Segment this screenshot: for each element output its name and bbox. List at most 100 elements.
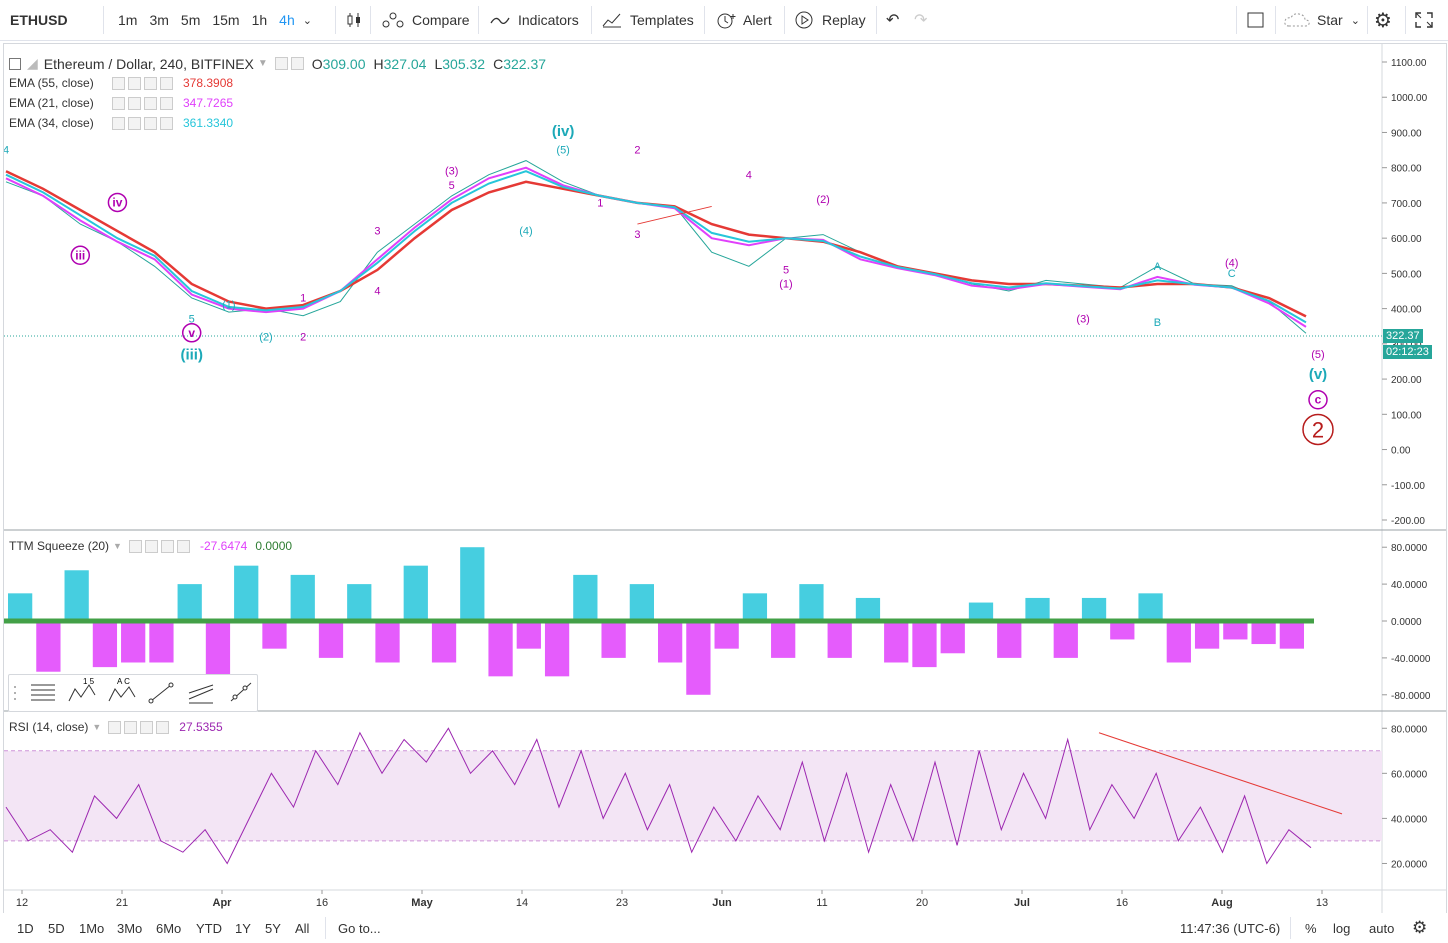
gear-icon[interactable] [290, 57, 304, 70]
range-ytd[interactable]: YTD [196, 913, 222, 943]
log-toggle[interactable]: log [1333, 913, 1350, 943]
interval-dropdown-icon[interactable]: ⌄ [302, 14, 312, 27]
squeeze-value: -27.6474 [199, 539, 248, 553]
squeeze-bar [516, 621, 541, 649]
squeeze-bar [318, 621, 344, 658]
close-icon[interactable] [160, 116, 173, 130]
close-icon[interactable] [160, 76, 173, 90]
compare-button[interactable]: Compare [381, 0, 470, 40]
eye-icon[interactable] [112, 76, 125, 90]
eye-icon[interactable] [112, 96, 125, 110]
plus-icon[interactable] [144, 96, 157, 110]
chart-settings-button[interactable]: ⚙ [1412, 913, 1427, 943]
y-tick-label: 500.00 [1391, 269, 1422, 280]
wave-label: iv [112, 195, 122, 209]
gear-icon[interactable] [128, 116, 141, 130]
x-tick-label: 16 [1116, 897, 1128, 909]
replay-button[interactable]: Replay [794, 0, 866, 40]
squeeze-bar [177, 584, 202, 621]
settings-button[interactable]: ⚙ [1374, 0, 1392, 40]
fullscreen-button[interactable] [1414, 0, 1434, 40]
chart-svg[interactable]: 1100.001000.00900.00800.00700.00600.0050… [3, 44, 1446, 915]
range-5d[interactable]: 5D [48, 913, 65, 943]
goto-button[interactable]: Go to... [338, 913, 381, 943]
plus-icon[interactable] [160, 539, 174, 553]
rsi-legend: RSI (14, close) ▼ 27.5355 [9, 720, 223, 734]
squeeze-bar [1081, 597, 1107, 621]
range-6mo[interactable]: 6Mo [156, 913, 181, 943]
symbol-search[interactable]: ETHUSD [10, 0, 100, 40]
interval-15m[interactable]: 15m [212, 12, 240, 28]
range-1mo[interactable]: 1Mo [79, 913, 104, 943]
range-label: 5Y [265, 920, 281, 936]
chevron-down-icon[interactable]: ▼ [257, 58, 268, 69]
x-tick-label: 12 [16, 897, 28, 909]
ray-icon[interactable] [230, 682, 252, 702]
eye-icon[interactable] [112, 116, 125, 130]
undo-button[interactable]: ↶ [886, 0, 899, 40]
eye-icon[interactable] [108, 720, 122, 734]
chevron-down-icon[interactable]: ▼ [113, 541, 122, 551]
squeeze-bar [234, 565, 259, 621]
redo-button[interactable]: ↷ [914, 0, 927, 40]
trend-line-icon[interactable] [148, 682, 174, 704]
alert-button[interactable]: Alert [714, 0, 772, 40]
wave-label: 5 [449, 180, 455, 192]
squeeze-bar [121, 621, 146, 663]
squeeze-bar [262, 621, 287, 649]
plus-icon[interactable] [144, 116, 157, 130]
parallel-channel-icon[interactable] [188, 684, 214, 704]
ema34-title[interactable]: EMA (34, close) [9, 116, 94, 130]
divider [1236, 6, 1237, 34]
fib-lines-icon[interactable] [31, 684, 55, 701]
ema21-title[interactable]: EMA (21, close) [9, 96, 94, 110]
range-label: All [295, 920, 310, 936]
percent-toggle[interactable]: % [1305, 913, 1317, 943]
range-5y[interactable]: 5Y [265, 913, 281, 943]
range-1d[interactable]: 1D [17, 913, 34, 943]
gear-icon[interactable] [144, 539, 158, 553]
range-3mo[interactable]: 3Mo [117, 913, 142, 943]
plus-icon[interactable] [140, 720, 154, 734]
squeeze-bar [347, 584, 372, 621]
chart-container[interactable]: 1100.00 1000.00 900.00 800.00 700.00 600.00 50… [3, 43, 1447, 916]
rsi-title[interactable]: RSI (14, close) [9, 720, 89, 734]
gear-icon[interactable] [128, 96, 141, 110]
templates-button[interactable]: Templates [601, 0, 694, 40]
chevron-down-icon[interactable]: ▼ [92, 722, 102, 732]
gear-icon[interactable] [124, 720, 138, 734]
fullscreen-layout-button[interactable] [1246, 0, 1266, 40]
close-icon[interactable] [160, 96, 173, 110]
series-icon: ◢ [27, 55, 38, 71]
squeeze-bar [36, 621, 61, 672]
interval-4h[interactable]: 4h [279, 12, 295, 28]
series-title[interactable]: Ethereum / Dollar, 240, BITFINEX [43, 55, 254, 72]
elliott-correction-icon[interactable]: A C [108, 677, 136, 702]
y-tick-label: 60.0000 [1391, 769, 1428, 780]
interval-3m[interactable]: 3m [149, 12, 169, 28]
clock[interactable]: 11:47:36 (UTC-6) [1180, 913, 1280, 943]
interval-5m[interactable]: 5m [180, 12, 201, 28]
plus-icon[interactable] [144, 76, 157, 90]
range-1y[interactable]: 1Y [235, 913, 251, 943]
range-all[interactable]: All [295, 913, 309, 943]
close-icon[interactable] [176, 539, 190, 553]
star-button[interactable]: Star ⌄ [1283, 0, 1360, 40]
ema55-title[interactable]: EMA (55, close) [9, 76, 94, 90]
eye-icon[interactable] [128, 539, 142, 553]
interval-1h[interactable]: 1h [251, 12, 268, 28]
drag-handle-icon[interactable] [14, 686, 16, 700]
interval-1m[interactable]: 1m [118, 12, 138, 28]
indicators-button[interactable]: Indicators [489, 0, 579, 40]
chart-type-button[interactable] [345, 0, 363, 40]
wave-label: 4 [746, 169, 752, 181]
auto-toggle[interactable]: auto [1369, 913, 1394, 943]
collapse-icon[interactable] [9, 57, 21, 70]
eye-icon[interactable] [274, 57, 288, 70]
gear-icon[interactable] [128, 76, 141, 90]
squeeze-title[interactable]: TTM Squeeze (20) [9, 539, 110, 553]
interval-group: 1m 3m 5m 15m 1h 4h ⌄ [112, 0, 312, 40]
elliott-impulse-icon[interactable]: 1 5 [68, 677, 96, 702]
close-icon[interactable] [156, 720, 170, 734]
divider [1275, 6, 1276, 34]
